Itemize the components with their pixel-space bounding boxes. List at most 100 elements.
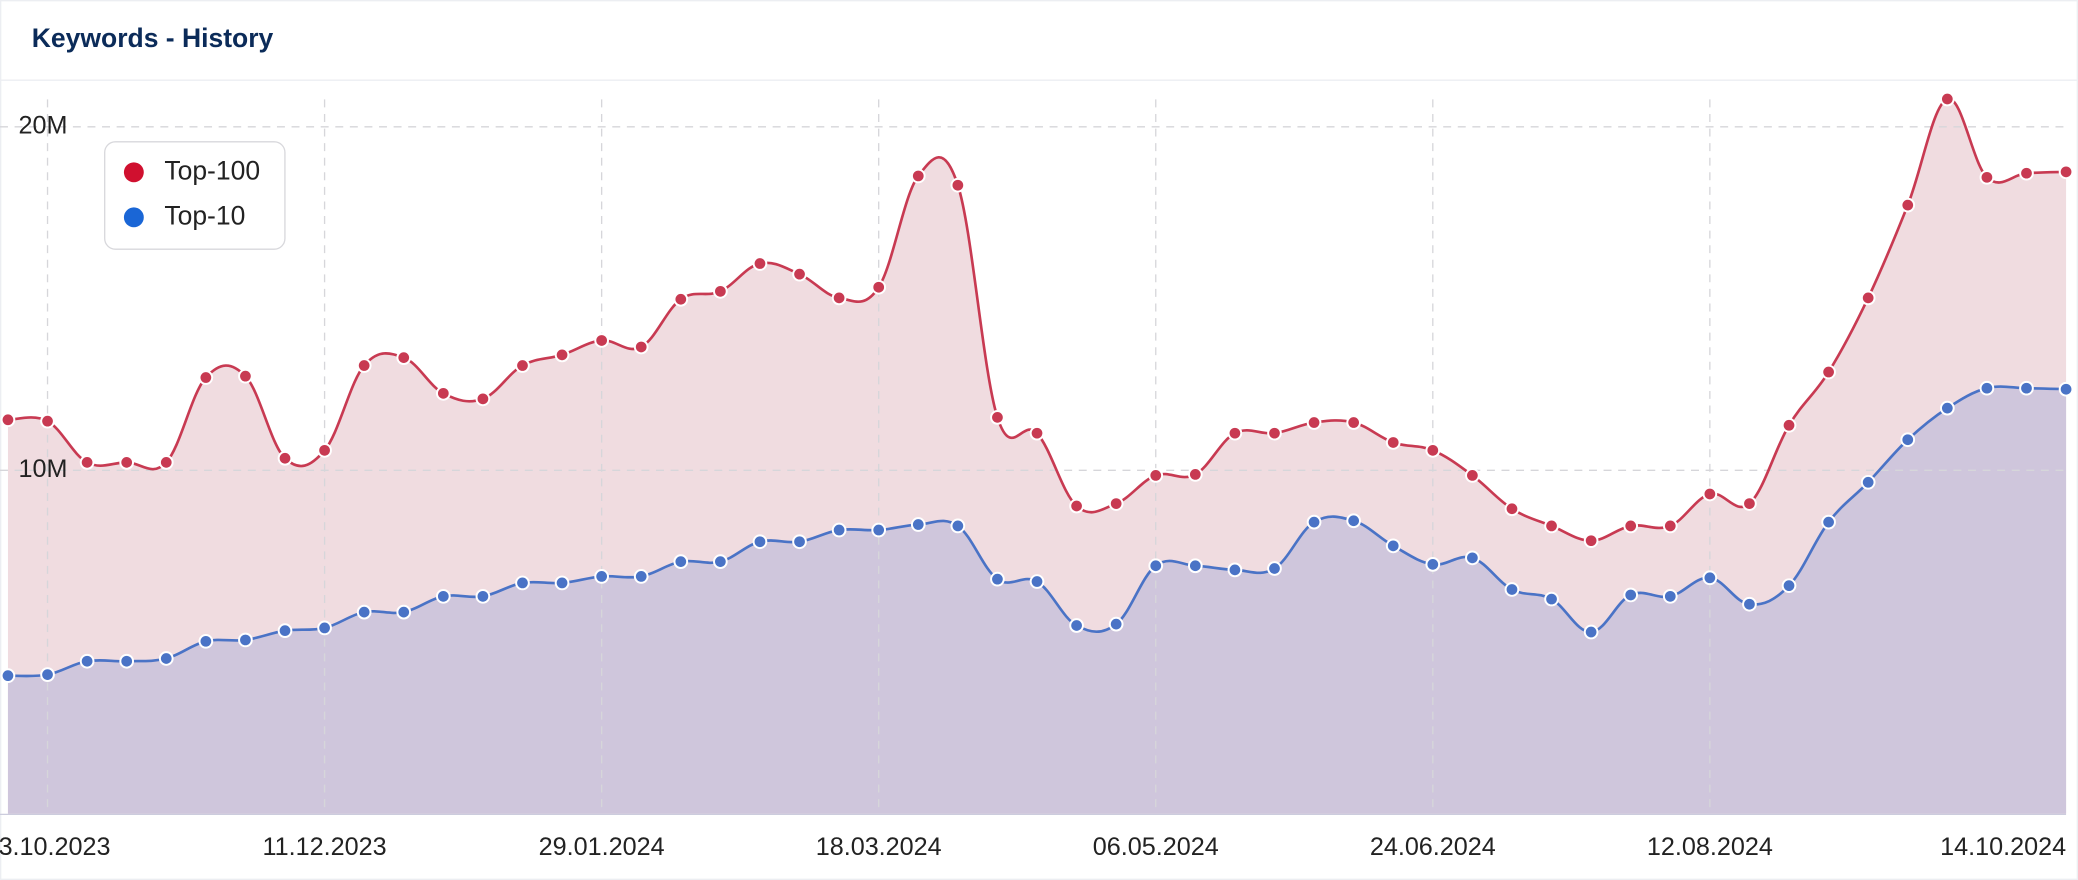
data-point [79, 653, 95, 669]
data-point [1385, 435, 1401, 450]
data-point [1504, 582, 1520, 597]
data-point [198, 633, 214, 649]
data-point [40, 413, 55, 429]
data-point [1860, 290, 1876, 306]
x-tick-label: 23.10.2023 [0, 833, 110, 861]
data-point [435, 385, 451, 401]
x-tick-label: 11.12.2023 [263, 833, 387, 861]
data-point [2019, 380, 2034, 396]
data-point [752, 256, 768, 271]
y-tick-label: 10M [19, 455, 68, 483]
data-point [1465, 468, 1480, 483]
data-point [277, 623, 293, 639]
data-point [2019, 165, 2034, 181]
data-point [1781, 578, 1797, 594]
data-point [475, 391, 491, 407]
data-point [1227, 562, 1243, 578]
data-point [594, 333, 609, 348]
data-point [910, 168, 926, 184]
y-tick-label: 20M [19, 111, 68, 139]
data-point [1306, 415, 1322, 430]
data-point [1979, 169, 1995, 185]
data-point [1821, 514, 1836, 530]
data-point [2058, 164, 2074, 180]
data-point [277, 450, 293, 466]
data-point [1702, 486, 1718, 502]
data-point [594, 569, 609, 584]
data-point [554, 575, 570, 591]
data-point [1781, 417, 1797, 433]
data-point [673, 554, 689, 569]
data-point [1662, 588, 1678, 604]
data-point [713, 283, 728, 299]
data-point [633, 569, 649, 584]
legend-marker [123, 162, 144, 183]
data-point [752, 534, 768, 550]
chart-title: Keywords - History [32, 23, 274, 53]
x-tick-label: 06.05.2024 [1093, 833, 1219, 861]
data-point [238, 368, 253, 384]
data-point [871, 522, 887, 538]
data-point [2058, 381, 2074, 397]
legend-marker [123, 207, 144, 228]
data-point [1346, 513, 1362, 529]
data-point [1900, 432, 1916, 448]
data-point [792, 266, 807, 282]
data-point [119, 653, 135, 669]
data-point [792, 534, 807, 550]
data-point [1939, 400, 1955, 416]
data-point [119, 455, 135, 470]
data-point [1860, 474, 1876, 490]
data-point [1069, 618, 1084, 633]
data-point [871, 279, 887, 295]
data-point [910, 517, 926, 532]
data-point [435, 588, 451, 604]
legend: Top-100 Top-10 [104, 141, 286, 250]
data-point [1583, 533, 1599, 549]
data-point [1267, 561, 1282, 576]
data-point [1148, 558, 1164, 574]
data-point [396, 604, 412, 620]
data-point [0, 668, 16, 684]
data-point [633, 339, 649, 355]
data-point [1108, 616, 1124, 632]
data-point [950, 518, 966, 534]
data-point [1544, 591, 1559, 607]
x-tick-label: 18.03.2024 [816, 833, 942, 861]
data-point [1979, 380, 1995, 396]
data-point [396, 350, 412, 365]
data-point [317, 620, 332, 636]
data-point [990, 571, 1005, 587]
x-tick-label: 12.08.2024 [1647, 833, 1773, 861]
data-point [1187, 467, 1203, 482]
data-point [831, 522, 847, 538]
data-point [713, 554, 728, 569]
data-point [515, 575, 530, 591]
data-point [1306, 514, 1322, 530]
data-point [356, 358, 372, 373]
data-point [1029, 574, 1045, 589]
x-tick-label: 29.01.2024 [539, 833, 665, 861]
data-point [1702, 570, 1718, 586]
data-point [673, 291, 689, 307]
data-point [475, 588, 491, 604]
data-point [1148, 468, 1164, 483]
data-point [515, 358, 530, 373]
data-point [158, 651, 174, 666]
data-point [1425, 557, 1441, 572]
data-point [158, 455, 174, 470]
data-point [1821, 364, 1836, 380]
data-point [198, 370, 214, 385]
data-point [238, 632, 253, 648]
data-point [1544, 518, 1559, 534]
data-point [1742, 596, 1757, 612]
plot [7, 98, 2067, 814]
data-point [1187, 558, 1203, 574]
x-tick-label: 24.06.2024 [1370, 833, 1496, 861]
data-point [1583, 624, 1599, 640]
data-point [1227, 425, 1243, 441]
data-point [1662, 518, 1678, 534]
data-point [1108, 496, 1124, 511]
